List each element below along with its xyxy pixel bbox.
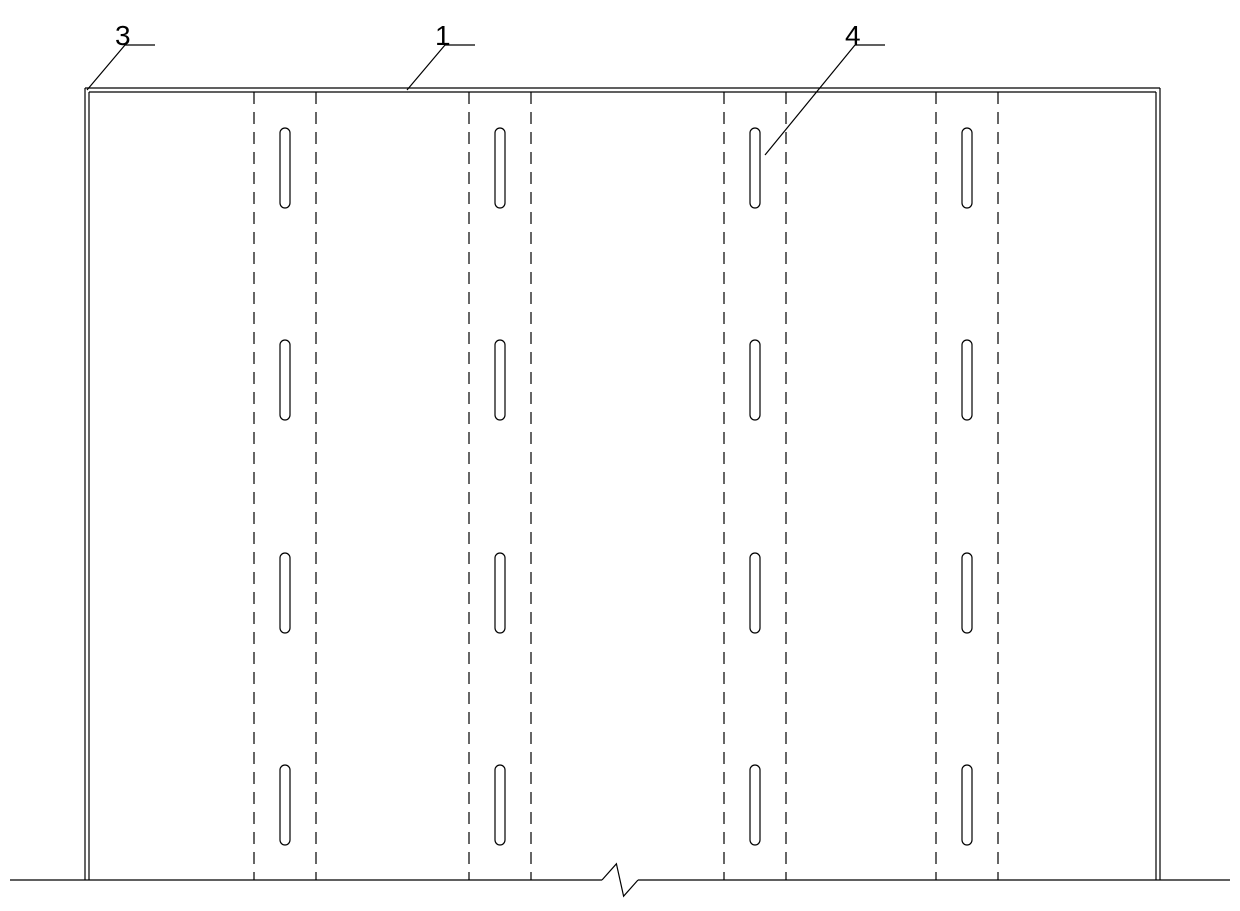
callout-label: 4 bbox=[845, 20, 861, 52]
callout-label: 3 bbox=[115, 20, 131, 52]
callout-label: 1 bbox=[435, 20, 451, 52]
diagram-canvas bbox=[0, 0, 1240, 911]
